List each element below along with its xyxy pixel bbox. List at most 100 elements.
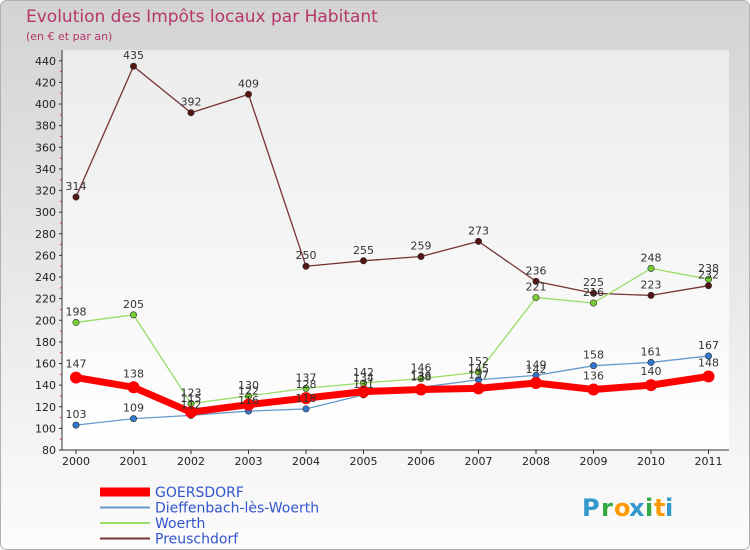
data-label: 122 bbox=[238, 385, 259, 398]
data-label: 152 bbox=[468, 355, 489, 368]
data-point bbox=[242, 398, 255, 411]
data-point bbox=[302, 405, 310, 413]
chart-subtitle: (en € et par an) bbox=[26, 30, 112, 43]
data-point bbox=[647, 264, 655, 272]
logo-letter: o bbox=[614, 494, 631, 522]
data-point bbox=[645, 379, 657, 392]
series-woerth bbox=[72, 264, 712, 408]
data-point bbox=[589, 362, 597, 370]
data-label: 142 bbox=[526, 363, 547, 376]
data-point bbox=[647, 358, 655, 366]
y-tick-label: 100 bbox=[35, 422, 56, 435]
data-point bbox=[302, 262, 310, 270]
legend: GOERSDORFDieffenbach-lès-WoerthWoerthPre… bbox=[100, 485, 319, 548]
data-label: 112 bbox=[181, 398, 202, 411]
data-point bbox=[72, 193, 80, 201]
legend-label: GOERSDORF bbox=[155, 485, 244, 501]
y-tick-label: 200 bbox=[35, 314, 56, 327]
data-point bbox=[532, 294, 540, 302]
y-tick-label: 120 bbox=[35, 401, 56, 414]
data-label: 221 bbox=[526, 281, 547, 294]
logo-letter: i bbox=[645, 494, 653, 522]
data-label: 146 bbox=[411, 362, 432, 375]
data-label: 255 bbox=[353, 244, 374, 257]
series-goersdorf bbox=[70, 370, 715, 419]
y-tick-label: 320 bbox=[35, 185, 56, 198]
x-tick-label: 2005 bbox=[350, 455, 378, 468]
legend-label: Preuschdorf bbox=[155, 532, 239, 548]
x-tick-label: 2003 bbox=[235, 455, 263, 468]
chart-title: Evolution des Impôts locaux par Habitant bbox=[26, 7, 378, 27]
data-label: 167 bbox=[698, 339, 719, 352]
data-point bbox=[357, 385, 370, 398]
plot-area bbox=[62, 50, 729, 450]
data-point bbox=[127, 381, 140, 394]
y-tick-label: 380 bbox=[35, 120, 56, 133]
y-tick-label: 420 bbox=[35, 76, 56, 89]
legend-label: Woerth bbox=[155, 516, 205, 532]
data-point bbox=[185, 406, 197, 419]
data-label: 140 bbox=[641, 365, 662, 378]
y-tick-label: 80 bbox=[42, 444, 56, 457]
data-label: 103 bbox=[66, 408, 87, 421]
data-label: 142 bbox=[353, 366, 374, 379]
y-tick-label: 440 bbox=[35, 55, 56, 68]
data-label: 148 bbox=[698, 356, 719, 369]
data-point bbox=[474, 368, 482, 376]
data-label: 223 bbox=[641, 278, 662, 291]
logo-letter: r bbox=[601, 494, 613, 522]
x-tick-label: 2009 bbox=[580, 455, 608, 468]
logo-letter: x bbox=[629, 494, 645, 522]
data-label: 130 bbox=[238, 379, 259, 392]
data-label: 273 bbox=[468, 224, 489, 237]
data-label: 392 bbox=[181, 96, 202, 109]
y-tick-label: 400 bbox=[35, 98, 56, 111]
data-point bbox=[302, 384, 310, 392]
y-tick-label: 360 bbox=[35, 141, 56, 154]
x-tick-label: 2002 bbox=[177, 455, 205, 468]
x-tick-label: 2004 bbox=[292, 455, 320, 468]
data-label: 248 bbox=[641, 251, 662, 264]
data-point bbox=[589, 299, 597, 307]
data-point bbox=[647, 291, 655, 299]
data-point bbox=[415, 383, 427, 396]
y-tick-label: 180 bbox=[35, 336, 56, 349]
data-label: 136 bbox=[583, 369, 604, 382]
data-label: 250 bbox=[296, 249, 317, 262]
x-tick-label: 2000 bbox=[62, 455, 90, 468]
data-point bbox=[472, 382, 485, 395]
data-point bbox=[359, 257, 367, 265]
data-point bbox=[530, 376, 542, 389]
data-label: 161 bbox=[641, 345, 662, 358]
data-label: 236 bbox=[526, 264, 547, 277]
data-label: 118 bbox=[296, 392, 317, 405]
data-point bbox=[130, 415, 138, 423]
data-label: 145 bbox=[468, 363, 489, 376]
x-tick-label: 2010 bbox=[637, 455, 665, 468]
data-point bbox=[417, 252, 425, 260]
data-point bbox=[589, 289, 597, 297]
y-tick-label: 140 bbox=[35, 379, 56, 392]
data-point bbox=[300, 392, 312, 405]
data-label: 138 bbox=[123, 367, 144, 380]
data-point bbox=[130, 311, 138, 319]
data-label: 198 bbox=[66, 305, 87, 318]
data-label: 158 bbox=[583, 349, 604, 362]
series-line bbox=[75, 65, 710, 297]
legend-label: Dieffenbach-lès-Woerth bbox=[155, 501, 319, 517]
data-label: 137 bbox=[296, 371, 317, 384]
data-label: 147 bbox=[66, 358, 87, 371]
data-label: 216 bbox=[583, 286, 604, 299]
data-label: 128 bbox=[296, 378, 317, 391]
data-label: 238 bbox=[698, 262, 719, 275]
data-point bbox=[417, 375, 425, 383]
series-line bbox=[72, 372, 712, 416]
logo-letter: t bbox=[654, 494, 665, 522]
data-label: 115 bbox=[181, 392, 202, 405]
data-point bbox=[474, 237, 482, 245]
logo-letter: i bbox=[665, 494, 673, 522]
data-point bbox=[704, 275, 712, 283]
